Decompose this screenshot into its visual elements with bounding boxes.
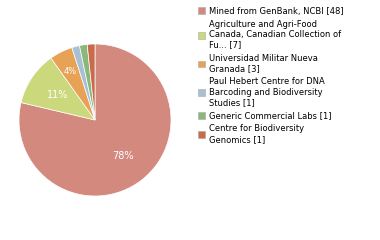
Wedge shape <box>51 48 95 120</box>
Wedge shape <box>87 44 95 120</box>
Wedge shape <box>21 58 95 120</box>
Wedge shape <box>19 44 171 196</box>
Wedge shape <box>79 44 95 120</box>
Text: 11%: 11% <box>46 90 68 100</box>
Text: 4%: 4% <box>64 66 77 76</box>
Wedge shape <box>72 46 95 120</box>
Text: 78%: 78% <box>112 151 134 161</box>
Legend: Mined from GenBank, NCBI [48], Agriculture and Agri-Food
Canada, Canadian Collec: Mined from GenBank, NCBI [48], Agricultu… <box>198 6 344 144</box>
